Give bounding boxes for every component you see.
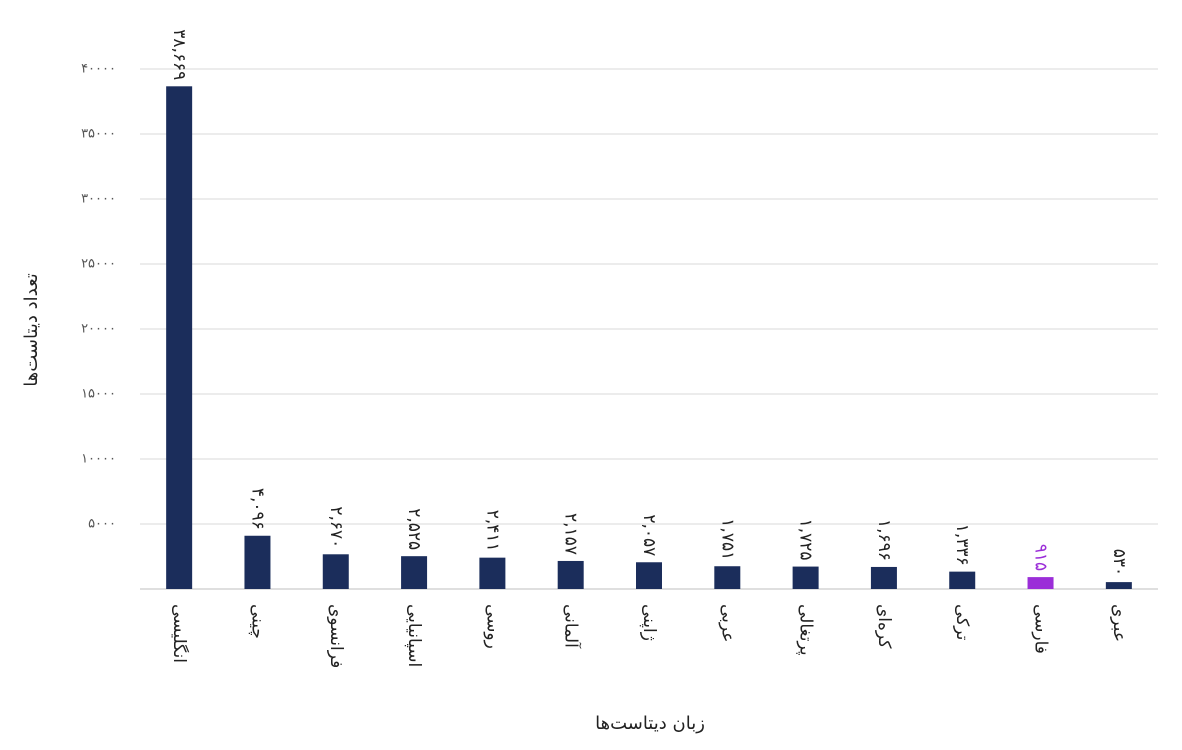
y-tick-label: ۲۰۰۰۰ xyxy=(81,322,116,337)
x-tick-label: ترکی xyxy=(952,604,972,641)
value-label: ۲,۵۲۵ xyxy=(404,508,424,550)
bar xyxy=(166,86,193,589)
y-axis-title: تعداد دیتاست‌ها xyxy=(21,273,42,387)
x-tick-label: چینی xyxy=(247,604,267,639)
value-label: ۵۳۰ xyxy=(1109,549,1129,576)
value-label: ۴,۰۹۶ xyxy=(247,488,267,530)
x-tick-label: اسپانیایی xyxy=(404,604,424,667)
bar xyxy=(792,566,819,589)
y-tick-label: ۱۵۰۰۰ xyxy=(81,387,116,402)
x-tick-label: انگلیسی xyxy=(169,604,190,663)
bar xyxy=(949,571,976,589)
bar xyxy=(401,556,428,589)
value-label: ۳۸,۶۶۹ xyxy=(169,29,189,80)
value-label: ۲,۴۱۱ xyxy=(482,510,502,552)
bar xyxy=(244,535,271,589)
value-label: ۲,۱۵۷ xyxy=(561,513,581,555)
bar xyxy=(1027,577,1054,589)
bar xyxy=(714,566,741,589)
y-tick-label: ۴۰۰۰۰ xyxy=(81,62,116,77)
value-label: ۱,۶۹۶ xyxy=(874,519,894,561)
x-tick-label: ژاپنی xyxy=(639,604,659,641)
bar xyxy=(322,554,349,589)
value-label: ۱,۷۲۵ xyxy=(796,519,816,561)
value-label: ۲,۶۷۰ xyxy=(326,506,346,548)
y-tick-label: ۱۰۰۰۰ xyxy=(81,452,116,467)
bar xyxy=(636,562,662,589)
y-tick-label: ۲۵۰۰۰ xyxy=(81,257,116,272)
x-tick-label: فارسی xyxy=(1031,604,1051,654)
x-tick-label: کره‌ای xyxy=(874,604,894,649)
x-tick-label: آلمانی xyxy=(561,604,583,649)
bar xyxy=(557,560,584,589)
x-tick-label: عربی xyxy=(717,604,737,642)
x-axis-title: زبان دیتاست‌ها xyxy=(595,713,705,734)
y-tick-label: ۵۰۰۰ xyxy=(88,517,116,532)
bar xyxy=(1105,582,1132,589)
value-label: ۹۱۵ xyxy=(1031,544,1051,571)
x-tick-label: روسی xyxy=(482,604,502,649)
value-label: ۱,۳۳۶ xyxy=(952,524,972,566)
y-tick-label: ۳۵۰۰۰ xyxy=(81,127,116,142)
x-tick-label: فرانسوی xyxy=(326,604,346,668)
y-tick-label: ۳۰۰۰۰ xyxy=(81,192,116,207)
bar xyxy=(479,557,506,589)
x-tick-label: پرتغالی xyxy=(796,604,816,656)
bar xyxy=(870,566,897,589)
x-tick-label: عبری xyxy=(1109,604,1129,642)
value-label: ۱,۷۵۱ xyxy=(717,518,737,560)
value-label: ۲,۰۵۷ xyxy=(639,514,659,556)
